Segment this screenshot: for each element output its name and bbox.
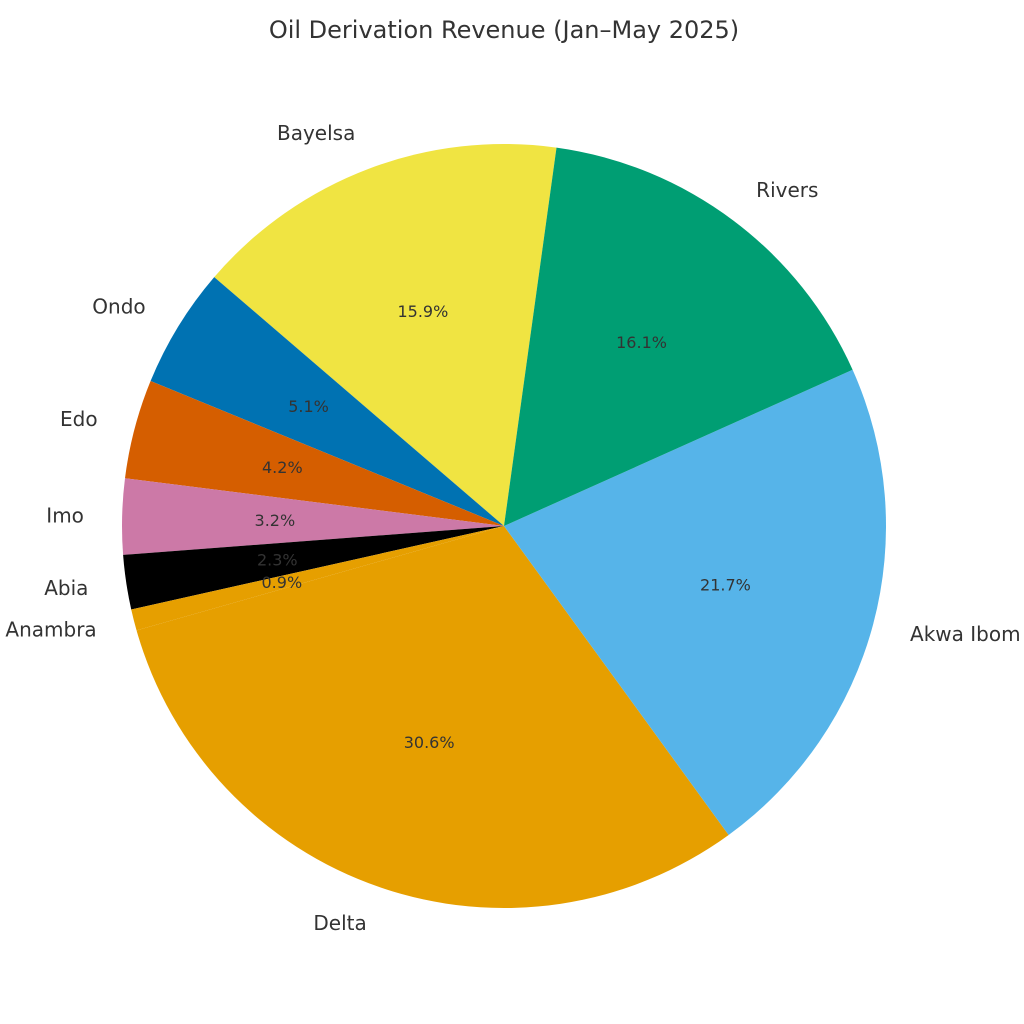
slice-label-akwa-ibom: Akwa Ibom — [910, 622, 1021, 646]
slice-label-edo: Edo — [60, 407, 98, 431]
pie-slice-delta — [136, 526, 729, 908]
slice-label-abia: Abia — [44, 576, 88, 600]
slice-label-ondo: Ondo — [92, 295, 145, 319]
slice-label-rivers: Rivers — [756, 178, 818, 202]
pie-slice-rivers — [504, 147, 853, 527]
pct-label-akwa-ibom: 21.7% — [700, 576, 751, 595]
pct-label-bayelsa: 15.9% — [397, 302, 448, 321]
slice-label-bayelsa: Bayelsa — [277, 121, 355, 145]
pct-label-rivers: 16.1% — [616, 333, 667, 352]
pie-labels: 15.9% Bayelsa 5.1% Ondo 4.2% Edo 3.2% Imo 2.3% Ab… — [5, 121, 1020, 935]
slice-label-imo: Imo — [46, 504, 84, 528]
pie-slice-anambra — [131, 526, 504, 631]
pie-slice-bayelsa — [214, 144, 557, 526]
pie-slice-akwa-ibom — [504, 369, 887, 835]
slice-label-anambra: Anambra — [5, 617, 96, 641]
chart-title: Oil Derivation Revenue (Jan–May 2025) — [269, 16, 739, 44]
pie-slice-abia — [123, 526, 504, 610]
pie-slice-edo — [124, 381, 505, 526]
pct-label-abia: 2.3% — [257, 550, 298, 569]
pie-slice-ondo — [150, 277, 504, 526]
pie-slices — [122, 144, 887, 908]
pct-label-delta: 30.6% — [404, 733, 455, 752]
pct-label-ondo: 5.1% — [288, 397, 329, 416]
pie-slice-imo — [122, 478, 504, 555]
pct-label-anambra: 0.9% — [262, 573, 303, 592]
pct-label-edo: 4.2% — [262, 458, 303, 477]
pct-label-imo: 3.2% — [255, 511, 296, 530]
slice-label-delta: Delta — [313, 911, 366, 935]
